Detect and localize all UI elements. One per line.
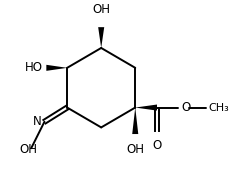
Text: OH: OH bbox=[92, 3, 110, 16]
Text: CH₃: CH₃ bbox=[207, 103, 228, 112]
Text: O: O bbox=[152, 139, 161, 152]
Text: OH: OH bbox=[126, 143, 144, 156]
Text: OH: OH bbox=[19, 143, 37, 156]
Text: HO: HO bbox=[25, 61, 42, 74]
Polygon shape bbox=[135, 104, 156, 111]
Text: O: O bbox=[181, 101, 190, 114]
Polygon shape bbox=[98, 27, 104, 48]
Polygon shape bbox=[132, 108, 138, 134]
Text: N: N bbox=[33, 115, 41, 128]
Polygon shape bbox=[46, 65, 67, 71]
